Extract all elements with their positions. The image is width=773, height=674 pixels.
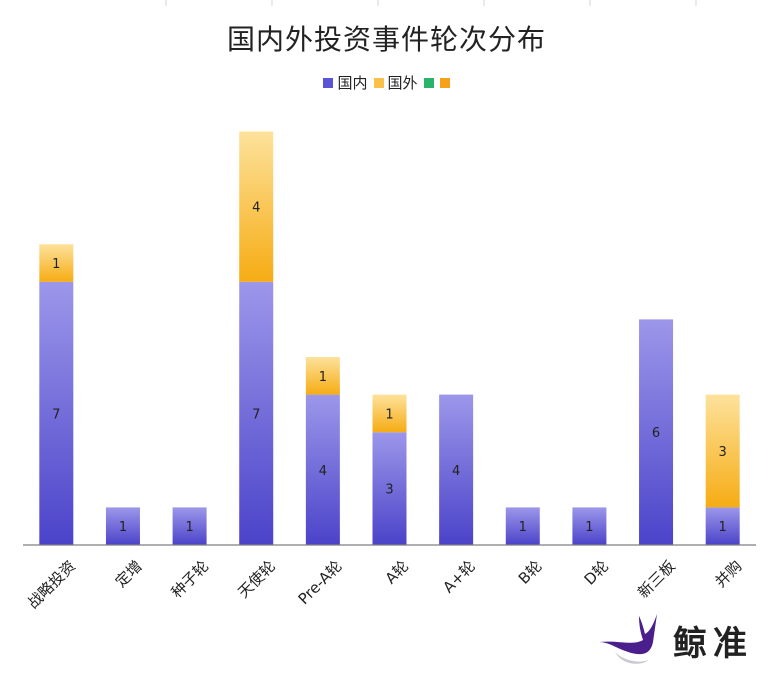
category-label: 天使轮: [234, 557, 279, 602]
legend-label-foreign: 国外: [387, 74, 418, 92]
whale-tail-logo-icon: [599, 614, 657, 664]
bar-value-label: 6: [652, 426, 660, 441]
chart-title: 国内外投资事件轮次分布: [226, 23, 546, 56]
bar-domestic: [439, 394, 474, 545]
legend-swatch-domestic: [323, 77, 334, 88]
bar-value-label: 4: [452, 464, 460, 479]
bar-foreign: [305, 357, 340, 395]
legend-item-series-4: [439, 77, 450, 88]
category-label: B轮: [515, 557, 546, 588]
bar-domestic: [105, 507, 140, 545]
bar-domestic: [239, 281, 274, 545]
bar-domestic: [505, 507, 540, 545]
bar-value-label: 1: [719, 520, 727, 535]
bar-domestic: [305, 394, 340, 545]
bar-value-label: 1: [119, 520, 127, 535]
category-label: D轮: [581, 557, 613, 589]
category-label: Pre-A轮: [295, 557, 346, 608]
bar-value-label: 3: [385, 483, 393, 498]
legend-item-series-3: [423, 77, 434, 88]
category-label: A轮: [382, 557, 413, 588]
category-label: 战略投资: [24, 557, 79, 612]
bar-value-label: 1: [52, 257, 60, 272]
category-labels: 战略投资 定增 种子轮 天使轮 Pre-A轮 A轮 A+轮 B轮 D轮 新三板 并购: [24, 557, 746, 612]
category-label: 定增: [112, 557, 146, 591]
bar-value-label: 1: [585, 520, 593, 535]
legend-swatch-series-3: [423, 77, 434, 88]
top-tick-marks: [165, 0, 697, 6]
bar-value-label: 4: [319, 464, 327, 479]
legend-swatch-series-4: [439, 77, 450, 88]
bar-domestic: [705, 507, 740, 545]
brand-logo: 鲸准: [597, 612, 753, 668]
bar-foreign: [705, 394, 740, 508]
bar-value-label: 4: [252, 201, 260, 216]
legend-swatch-foreign: [373, 77, 384, 88]
category-label: A+轮: [439, 557, 478, 596]
bar-domestic: [39, 281, 74, 545]
category-label: 种子轮: [168, 557, 213, 602]
bar-value-label: 1: [185, 520, 193, 535]
bar-value-label: 1: [385, 407, 393, 422]
bar-value-label: 3: [719, 445, 727, 460]
bar-value-label: 1: [519, 520, 527, 535]
chart-legend: 国内 国外: [0, 72, 773, 93]
bar-domestic: [572, 507, 607, 545]
bar-value-label: 7: [252, 407, 260, 422]
bar-foreign: [39, 244, 74, 282]
bar-domestic: [639, 319, 674, 545]
bar-foreign: [372, 394, 407, 433]
bar-domestic: [172, 507, 207, 545]
bar-value-label: 1: [319, 370, 327, 385]
bar-value-label: 7: [52, 407, 60, 422]
category-label: 并购: [711, 557, 745, 591]
legend-item-domestic: 国内: [323, 72, 368, 93]
category-label: 新三板: [634, 557, 679, 602]
bar-foreign: [239, 131, 274, 282]
bar-domestic: [372, 432, 407, 545]
legend-label-domestic: 国内: [337, 74, 368, 92]
brand-name: 鲸准: [673, 623, 753, 664]
legend-item-foreign: 国外: [373, 72, 418, 93]
